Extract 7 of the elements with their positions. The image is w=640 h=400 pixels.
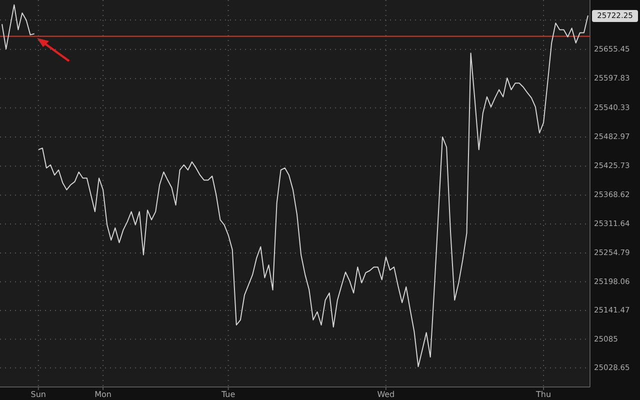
x-tick-label: Wed (377, 390, 395, 399)
x-tick-label: Mon (94, 390, 112, 399)
line-series (38, 15, 588, 368)
x-tick-label: Tue (220, 390, 236, 399)
x-tick-label: Sun (30, 390, 46, 399)
line-series (2, 4, 35, 50)
x-tick-label: Thu (535, 390, 552, 399)
